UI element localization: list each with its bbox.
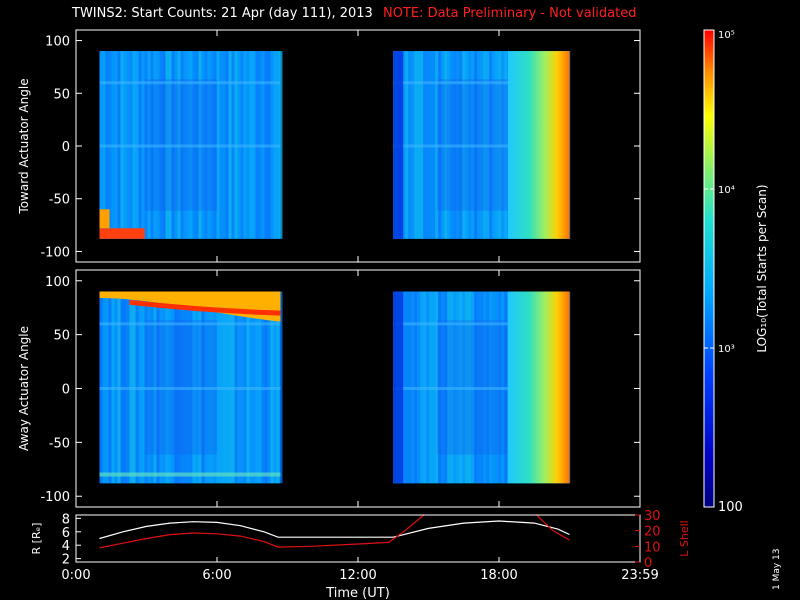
title-note: NOTE: Data Preliminary - Not validated (382, 6, 637, 21)
panel-frame (75, 514, 641, 563)
y-tick-label: 6 (62, 526, 70, 541)
colorbar-tick-label: 100 (718, 500, 743, 515)
y-tick-label: 50 (53, 87, 70, 102)
heatmap-column (279, 51, 283, 239)
lshell-line (99, 514, 425, 549)
heatmap-panel-1: 100 50 0 -50 -100 Toward Actuator Angle (17, 29, 641, 263)
y-tick-label: -100 (40, 245, 70, 260)
hot-band-core (129, 299, 281, 316)
x-tick-label: 18:00 (480, 568, 517, 583)
hot-spot (99, 209, 110, 229)
heatmap-stripe (393, 322, 570, 326)
x-axis-label: Time (UT) (325, 586, 390, 600)
heatmap-stripe (99, 472, 281, 477)
heatmap-edge (507, 291, 570, 484)
colorbar-label: LOG₁₀(Total Starts per Scan) (755, 184, 769, 352)
y-tick-label: -50 (49, 436, 70, 451)
x-tick-label: 6:00 (202, 568, 231, 583)
heatmap-stripe (99, 144, 281, 148)
y-axis-label: Away Actuator Angle (17, 326, 31, 451)
x-tick-label: 23:59 (621, 568, 658, 583)
colorbar-tick-label: 10³ (718, 344, 735, 355)
colorbar-frame (703, 29, 715, 508)
hot-spot (99, 228, 145, 239)
y2-tick-label: 20 (644, 525, 661, 540)
colorbar: 10⁵ 10⁴ 10³ 100 LOG₁₀(Total Starts per Scan) (703, 29, 769, 515)
y-tick-label: 0 (62, 140, 70, 155)
colorbar-tick-label: 10⁴ (718, 185, 735, 196)
heatmap-stripe (393, 387, 570, 390)
x-tick-label: 12:00 (339, 568, 376, 583)
heatmap-edge (507, 51, 570, 239)
y2-axis-label: L Shell (678, 520, 691, 556)
plot-title: TWINS2: Start Counts: 21 Apr (day 111), … (72, 6, 637, 21)
title-text: TWINS2: Start Counts: 21 Apr (day 111), … (72, 6, 373, 21)
y-tick-label: 2 (62, 553, 70, 568)
y-tick-label: 4 (62, 539, 70, 554)
heatmap-stripe (393, 81, 570, 85)
heatmap-stripe (99, 322, 281, 326)
colorbar-gradient (704, 30, 714, 507)
heatmap-left-edge (393, 51, 404, 239)
lshell-line (536, 514, 570, 541)
heatmap-column (279, 291, 283, 484)
y-tick-label: 50 (53, 329, 70, 344)
y2-tick-label: 10 (644, 540, 661, 555)
heatmap-left-edge (393, 291, 404, 484)
y-tick-label: -100 (40, 490, 70, 505)
y-tick-label: 0 (62, 383, 70, 398)
y2-tick-label: 0 (644, 556, 652, 571)
colorbar-tick-label: 10⁵ (718, 30, 735, 41)
x-tick-label: 0:00 (61, 568, 90, 583)
y2-tick-label: 30 (644, 509, 661, 524)
y-axis-label: Toward Actuator Angle (17, 78, 31, 214)
y-tick-label: 100 (45, 275, 70, 290)
heatmap-stripe (99, 81, 281, 85)
heatmap-stripe (393, 144, 570, 148)
y-tick-label: 100 (45, 35, 70, 50)
heatmap-panel-2: 100 50 0 -50 -100 Away Actuator Angle (17, 269, 641, 508)
y-tick-label: 8 (62, 512, 70, 527)
heatmap-stripe (99, 387, 281, 390)
radius-line (99, 520, 570, 540)
y-tick-label: -50 (49, 193, 70, 208)
y-axis-label: R [Rₑ] (30, 523, 43, 555)
